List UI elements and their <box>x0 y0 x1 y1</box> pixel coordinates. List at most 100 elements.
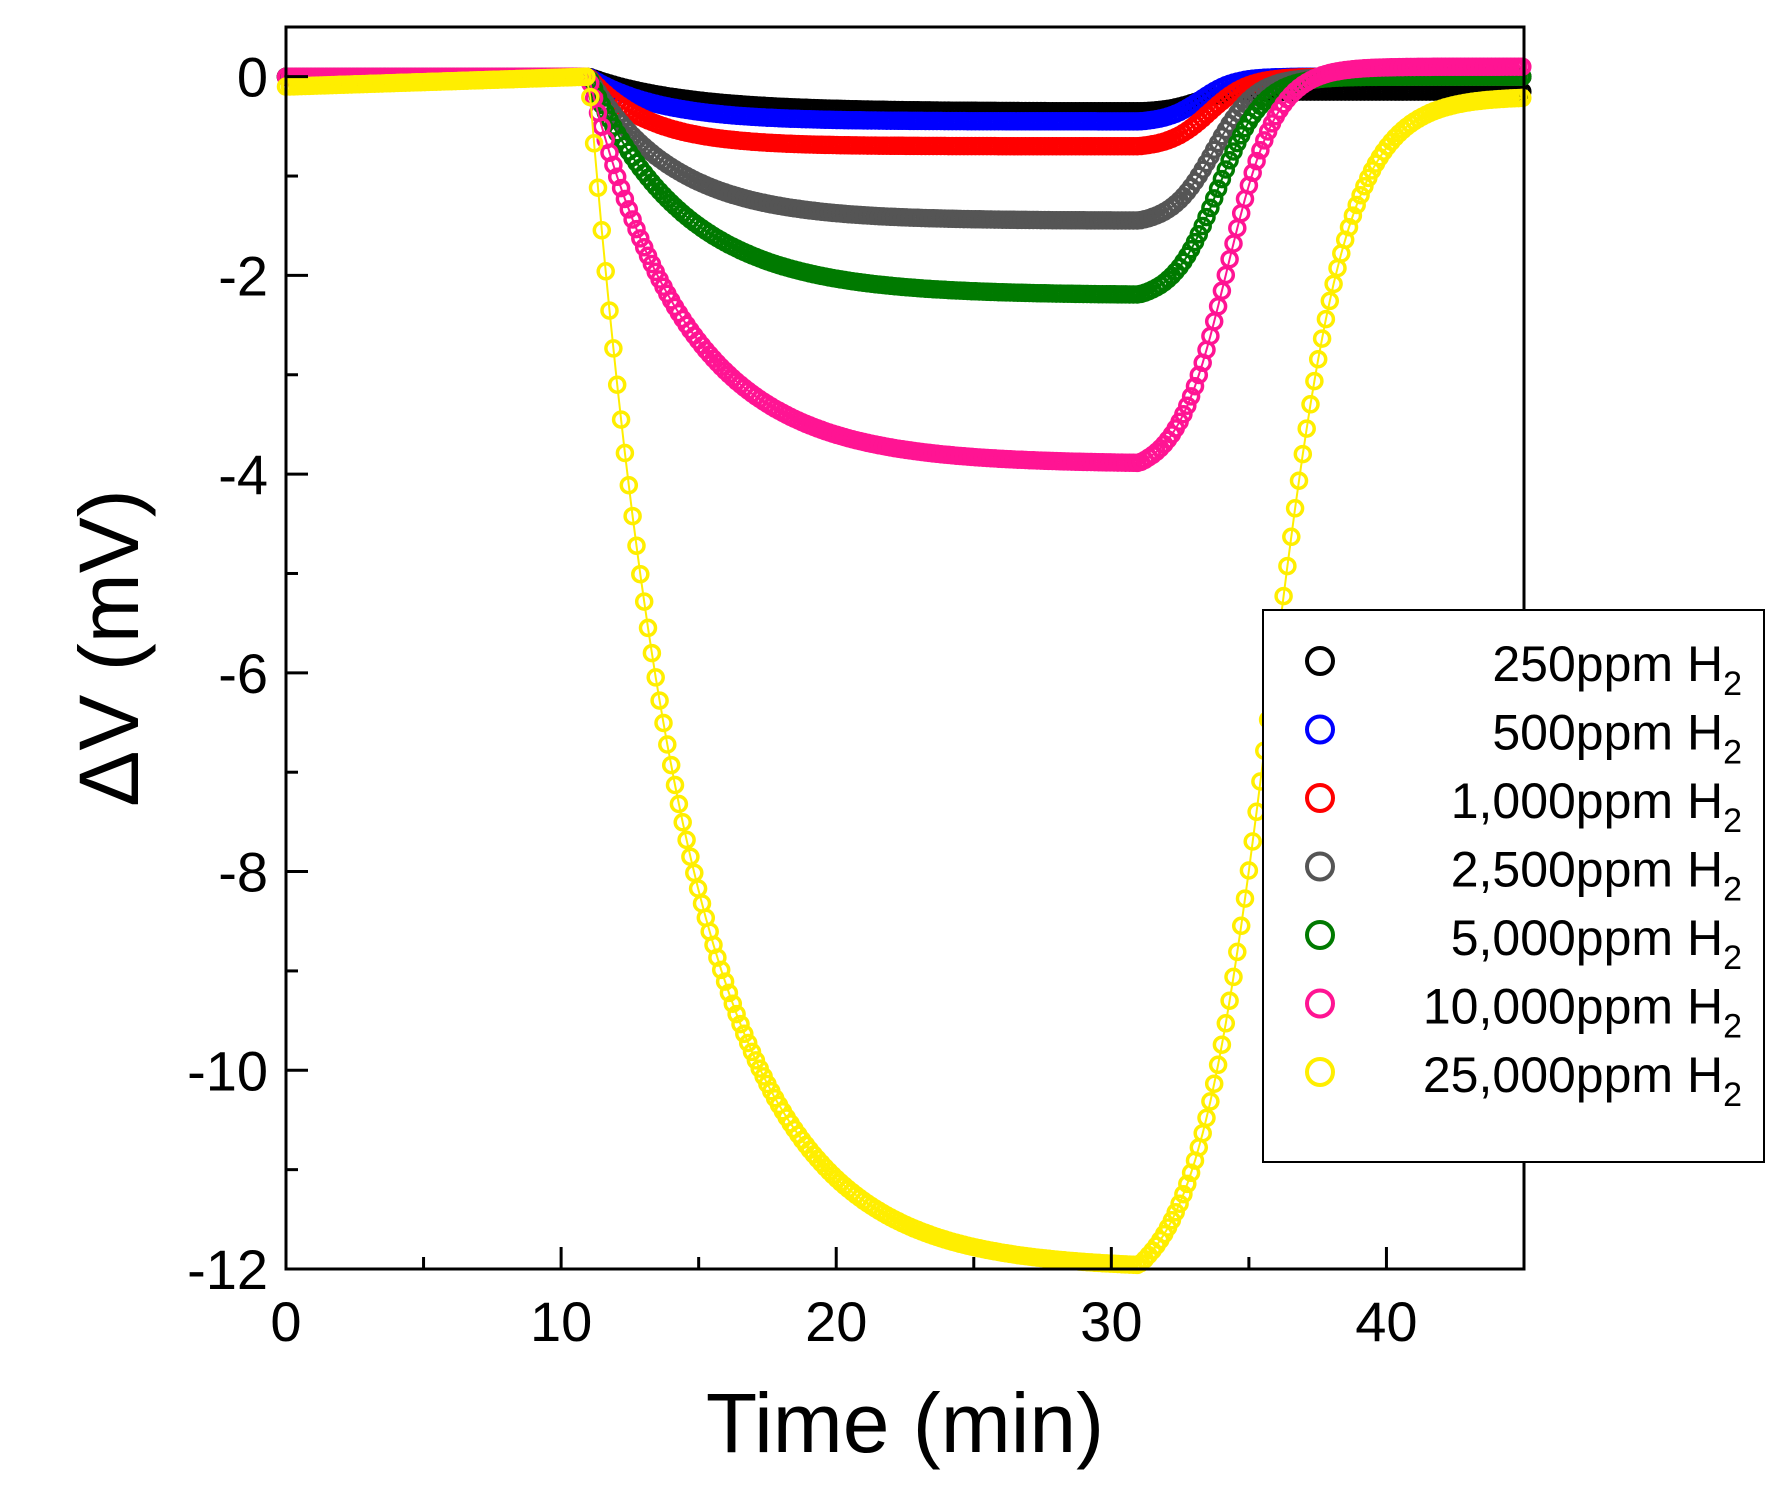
legend-marker <box>1305 1057 1335 1087</box>
data-point <box>1197 1108 1216 1128</box>
legend-label: 500ppm H2 <box>1492 705 1742 772</box>
data-point <box>1193 216 1212 236</box>
data-point <box>1208 179 1228 198</box>
x-axis-title: Time (min) <box>706 1376 1104 1470</box>
data-point <box>1274 586 1293 606</box>
data-point <box>1282 527 1301 547</box>
data-point <box>615 189 635 209</box>
x-tick-label: 40 <box>1355 1290 1417 1353</box>
data-point <box>719 983 739 1003</box>
data-point <box>1201 198 1220 218</box>
data-point <box>1351 185 1370 205</box>
x-tick-label: 30 <box>1080 1290 1142 1353</box>
data-point <box>731 1014 750 1034</box>
data-point <box>673 813 692 832</box>
data-point <box>1166 1203 1185 1222</box>
data-point <box>627 219 646 239</box>
data-point <box>1181 387 1201 406</box>
data-point <box>638 618 658 638</box>
data-point <box>654 713 673 733</box>
x-tick-label: 10 <box>530 1290 592 1353</box>
legend-label: 10,000ppm H2 <box>1423 979 1742 1046</box>
data-point <box>1224 967 1243 987</box>
x-tick-label: 0 <box>270 1290 301 1353</box>
y-tick-label: -10 <box>187 1039 268 1102</box>
data-point <box>1312 329 1332 348</box>
data-point <box>1197 207 1216 227</box>
data-point <box>1251 141 1270 160</box>
data-point <box>596 262 615 281</box>
legend-marker <box>1305 783 1335 813</box>
data-point <box>735 1024 754 1044</box>
data-point <box>1255 131 1274 150</box>
data-point <box>1208 1055 1228 1075</box>
data-point <box>611 178 631 198</box>
data-point <box>634 592 654 611</box>
data-point <box>1513 88 1532 108</box>
data-point <box>669 794 689 814</box>
data-point <box>1247 151 1266 171</box>
y-tick-label: -12 <box>187 1238 268 1301</box>
data-point <box>1231 916 1251 936</box>
data-point <box>1216 1014 1236 1033</box>
data-point <box>1243 163 1262 183</box>
y-tick-label: -6 <box>218 642 268 705</box>
data-point <box>1174 1184 1193 1204</box>
data-point <box>619 475 639 495</box>
data-point <box>1220 151 1239 170</box>
y-axis-title: ΔV (mV) <box>62 489 156 806</box>
data-point <box>1178 1174 1197 1194</box>
data-point <box>581 87 600 107</box>
legend-marker <box>1305 851 1335 882</box>
data-point <box>1301 395 1320 414</box>
data-point <box>1308 349 1328 369</box>
data-point <box>677 830 696 850</box>
y-tick-label: -4 <box>218 443 268 506</box>
data-point <box>1293 444 1313 464</box>
data-point <box>1339 217 1359 237</box>
data-point <box>738 1033 758 1053</box>
data-point <box>1278 556 1297 576</box>
legend-label: 2,500ppm H2 <box>1451 842 1742 909</box>
data-point <box>592 221 612 240</box>
data-point <box>661 755 681 775</box>
data-point <box>1212 169 1232 189</box>
data-point <box>1212 1035 1232 1054</box>
data-point <box>607 375 627 394</box>
legend-box <box>1262 609 1765 1163</box>
data-point <box>1320 291 1340 311</box>
data-point <box>642 643 662 663</box>
data-point <box>723 994 743 1013</box>
x-tick-label: 20 <box>805 1290 867 1353</box>
legend-marker <box>1305 988 1335 1019</box>
data-point <box>1185 376 1205 396</box>
data-point <box>1285 499 1305 518</box>
data-point <box>1289 471 1309 490</box>
data-point <box>623 506 642 526</box>
data-point <box>577 67 596 87</box>
data-point <box>1216 160 1236 179</box>
data-point <box>1297 419 1316 438</box>
data-point <box>588 178 608 197</box>
data-point <box>1347 195 1366 215</box>
data-point <box>1343 206 1363 225</box>
data-point <box>715 972 735 991</box>
data-point <box>646 668 665 687</box>
legend-marker <box>1305 646 1335 676</box>
data-point <box>1235 889 1255 908</box>
series-layer <box>276 57 1532 1275</box>
data-point <box>1243 832 1262 851</box>
data-point <box>711 960 731 980</box>
legend-label: 1,000ppm H2 <box>1451 773 1742 840</box>
data-point <box>607 167 627 187</box>
legend-label: 250ppm H2 <box>1492 636 1742 703</box>
y-tick-label: -8 <box>218 841 268 904</box>
y-tick-label: -2 <box>218 244 268 307</box>
data-point <box>627 536 646 555</box>
y-tick-label: 0 <box>237 46 268 109</box>
legend-marker <box>1305 920 1335 950</box>
data-point <box>615 443 635 463</box>
data-point <box>1170 1194 1189 1213</box>
